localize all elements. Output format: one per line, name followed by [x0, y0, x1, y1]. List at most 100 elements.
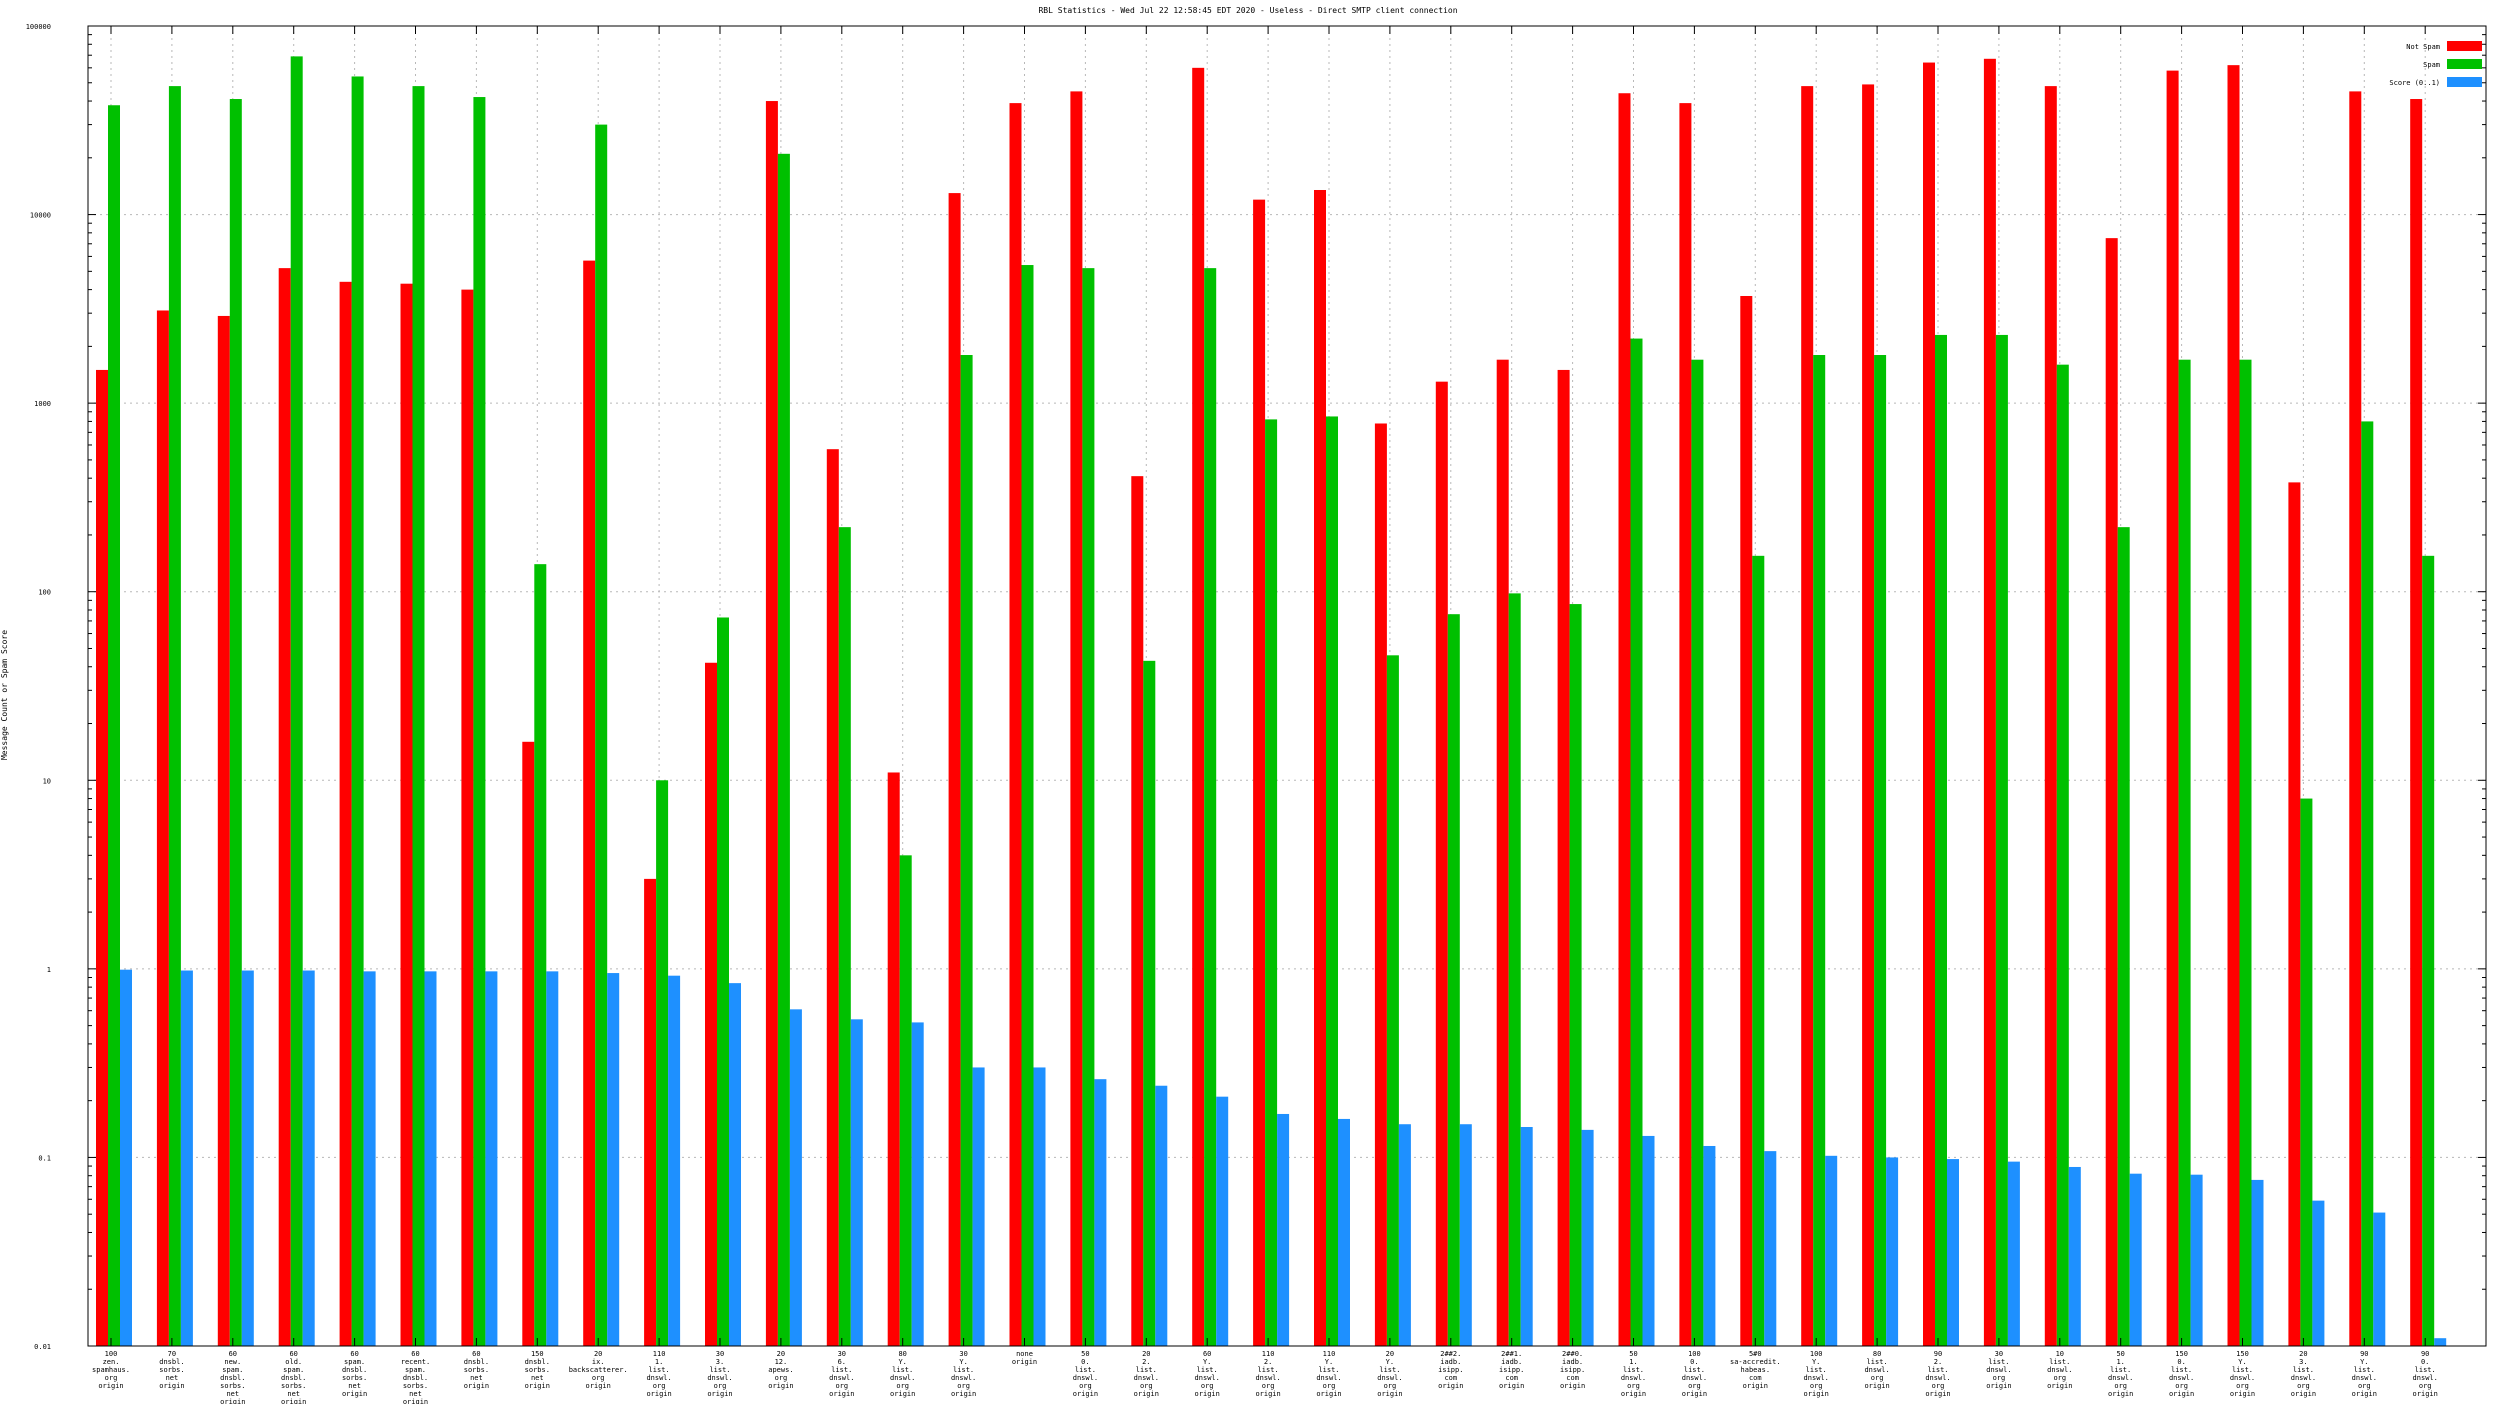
bar-spam — [838, 527, 851, 1346]
x-tick-label: 30 3. list. dnswl. org origin — [707, 1350, 732, 1398]
x-tick-label: 80 list. dnswl. org origin — [1864, 1350, 1889, 1390]
x-tick-label-line: 60 — [411, 1350, 419, 1358]
bar-spam — [1995, 334, 2008, 1346]
x-tick-label-line: org — [2175, 1382, 2188, 1390]
x-tick-label-line: 1. — [1629, 1358, 1637, 1366]
x-tick-label-line: com — [1566, 1374, 1579, 1382]
bar-not-spam — [1679, 103, 1692, 1347]
bar-not-spam — [1801, 86, 1814, 1347]
x-tick-label-line: 2. — [1142, 1358, 1150, 1366]
bar-score-0-1 — [1825, 1155, 1838, 1346]
x-tick-label-line: iadb. — [1562, 1358, 1583, 1366]
x-tick-label-line: 12. — [775, 1358, 788, 1366]
bar-not-spam — [1009, 103, 1022, 1347]
x-tick-label: 20 Y. list. dnswl. org origin — [1377, 1350, 1402, 1398]
x-tick-label-line: origin — [1012, 1358, 1037, 1366]
bar-spam — [1874, 355, 1887, 1347]
y-tick-label: 0.01 — [34, 1343, 51, 1351]
x-tick-label-line: org — [1627, 1382, 1640, 1390]
bar-spam — [412, 86, 425, 1347]
chart-title: RBL Statistics - Wed Jul 22 12:58:45 EDT… — [1038, 6, 1457, 15]
x-tick-label-line: 50 — [1629, 1350, 1637, 1358]
bar-score-0-1 — [546, 971, 559, 1346]
x-tick-label: 50 1. list. dnswl. org origin — [2108, 1350, 2133, 1398]
x-tick-label-line: dnswl. — [1073, 1374, 1098, 1382]
bar-score-0-1 — [2251, 1179, 2264, 1346]
x-tick-label-line: 80 — [1873, 1350, 1881, 1358]
x-tick-label-line: sa-accredit. — [1730, 1358, 1781, 1366]
x-tick-label-line: dnswl. — [1682, 1374, 1707, 1382]
x-tick-label-line: 100 — [105, 1350, 118, 1358]
bar-spam — [1204, 268, 1217, 1346]
x-tick-label-line: 20 — [594, 1350, 602, 1358]
x-tick-label-line: dnswl. — [1195, 1374, 1220, 1382]
x-tick-label: none origin — [1012, 1350, 1037, 1366]
x-tick-label-line: list. — [2171, 1366, 2192, 1374]
bar-not-spam — [2227, 65, 2240, 1346]
bar-spam — [656, 780, 669, 1346]
x-tick-label-line: Y. — [898, 1358, 906, 1366]
x-tick-label-line: list. — [831, 1366, 852, 1374]
x-tick-label-line: dnswl. — [2169, 1374, 2194, 1382]
x-tick-label-line: origin — [403, 1398, 428, 1404]
bar-not-spam — [1192, 67, 1205, 1346]
x-tick-label-line: origin — [342, 1390, 367, 1398]
x-tick-label-line: 150 — [2175, 1350, 2188, 1358]
bar-score-0-1 — [972, 1067, 985, 1346]
x-tick-label: 5#0 sa-accredit. habeas. com origin — [1730, 1350, 1781, 1390]
bar-score-0-1 — [2007, 1161, 2020, 1346]
x-tick-label: 30 6. list. dnswl. org origin — [829, 1350, 854, 1398]
x-tick-label-line: origin — [1925, 1390, 1950, 1398]
x-tick-label-line: list. — [649, 1366, 670, 1374]
x-tick-label-line: net — [348, 1382, 361, 1390]
plot-frame — [87, 25, 2487, 1347]
bar-not-spam — [1253, 199, 1266, 1346]
x-tick-label-line: org — [835, 1382, 848, 1390]
x-tick-label-line: net — [287, 1390, 300, 1398]
x-tick-label-line: 10 — [2056, 1350, 2064, 1358]
bar-not-spam — [1862, 84, 1875, 1346]
legend-label: Spam — [2423, 61, 2440, 69]
x-tick-label-line: dnswl. — [1621, 1374, 1646, 1382]
x-tick-label-line: dnswl. — [1986, 1366, 2011, 1374]
bar-not-spam — [1983, 58, 1996, 1346]
x-tick-label-line: net — [409, 1390, 422, 1398]
x-tick-label-line: org — [1871, 1374, 1884, 1382]
x-tick-label: 60 old. spam. dnsbl. sorbs. net origin — [281, 1350, 306, 1404]
bar-spam — [2056, 364, 2069, 1346]
x-tick-label-line: 60 — [472, 1350, 480, 1358]
bar-score-0-1 — [1642, 1135, 1655, 1346]
x-tick-label: 50 1. list. dnswl. org origin — [1621, 1350, 1646, 1398]
x-tick-label-line: list. — [2415, 1366, 2436, 1374]
bar-not-spam — [1496, 359, 1509, 1346]
bar-spam — [168, 86, 181, 1347]
x-tick-label-line: iadb. — [1440, 1358, 1461, 1366]
x-tick-label: 90 0. list. dnswl. org origin — [2413, 1350, 2438, 1398]
x-tick-label-line: Y. — [959, 1358, 967, 1366]
x-tick-label-line: origin — [2352, 1390, 2377, 1398]
x-tick-label: 30 Y. list. dnswl. org origin — [951, 1350, 976, 1398]
x-tick-label: 60 spam. dnsbl. sorbs. net origin — [342, 1350, 367, 1398]
bar-score-0-1 — [850, 1019, 863, 1346]
x-tick-label-line: Y. — [2238, 1358, 2246, 1366]
x-tick-label-line: ix. — [592, 1358, 605, 1366]
x-tick-label-line: list. — [1684, 1366, 1705, 1374]
x-tick-label-line: org — [1323, 1382, 1336, 1390]
x-tick-label-line: 5#0 — [1749, 1350, 1762, 1358]
bar-not-spam — [1618, 93, 1631, 1347]
bar-score-0-1 — [789, 1009, 802, 1346]
x-tick-label-line: net — [531, 1374, 544, 1382]
bar-not-spam — [339, 281, 352, 1347]
bar-score-0-1 — [1581, 1129, 1594, 1346]
y-tick-label: 1 — [47, 966, 51, 974]
x-tick-label-line: origin — [586, 1382, 611, 1390]
x-tick-label-line: list. — [2049, 1358, 2070, 1366]
bar-score-0-1 — [1947, 1159, 1959, 1346]
x-tick-label-line: org — [1079, 1382, 1092, 1390]
x-tick-label-line: sorbs. — [159, 1366, 184, 1374]
x-tick-label-line: list. — [2110, 1366, 2131, 1374]
bar-score-0-1 — [120, 969, 132, 1346]
x-tick-label-line: iadb. — [1501, 1358, 1522, 1366]
bar-not-spam — [1374, 423, 1387, 1346]
x-tick-label-line: origin — [1499, 1382, 1524, 1390]
